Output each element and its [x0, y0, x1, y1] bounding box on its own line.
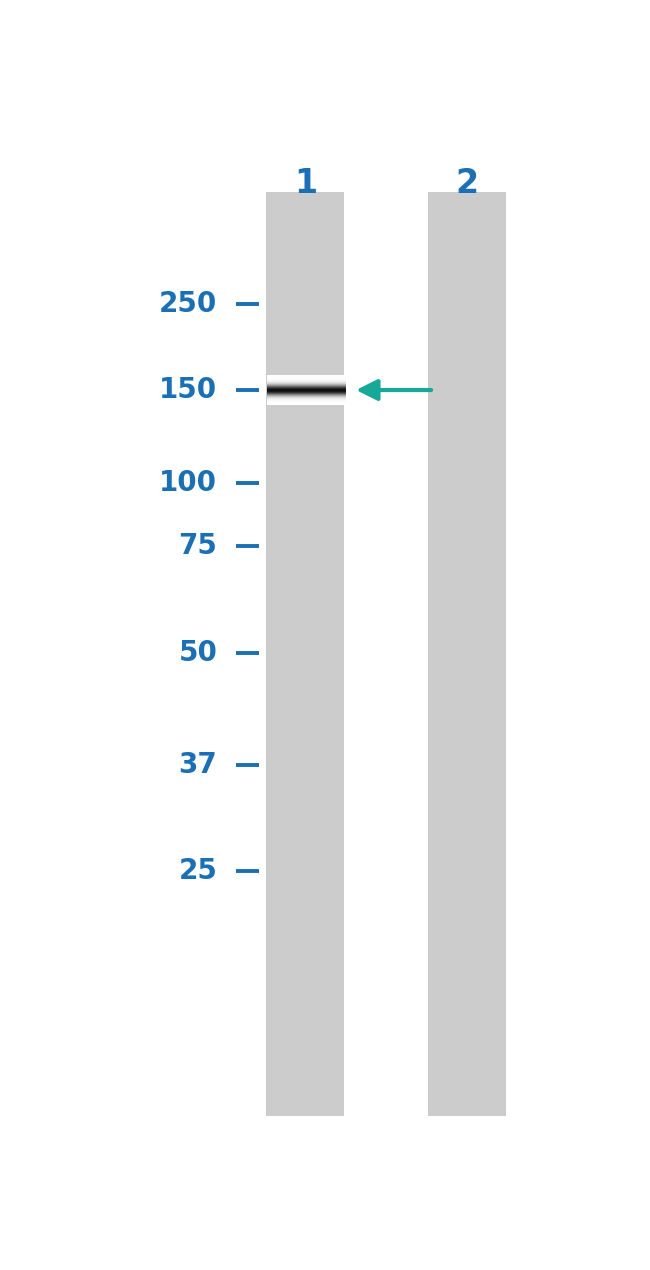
Text: 25: 25 — [178, 857, 217, 885]
Bar — [266, 192, 344, 1115]
Text: 150: 150 — [159, 376, 217, 404]
Text: 2: 2 — [455, 168, 478, 201]
Text: 75: 75 — [178, 532, 217, 560]
Text: 37: 37 — [179, 751, 217, 779]
Text: 1: 1 — [294, 168, 317, 201]
Text: 50: 50 — [178, 639, 217, 667]
Text: 100: 100 — [159, 469, 217, 497]
Bar — [428, 192, 506, 1115]
Text: 250: 250 — [159, 290, 217, 318]
